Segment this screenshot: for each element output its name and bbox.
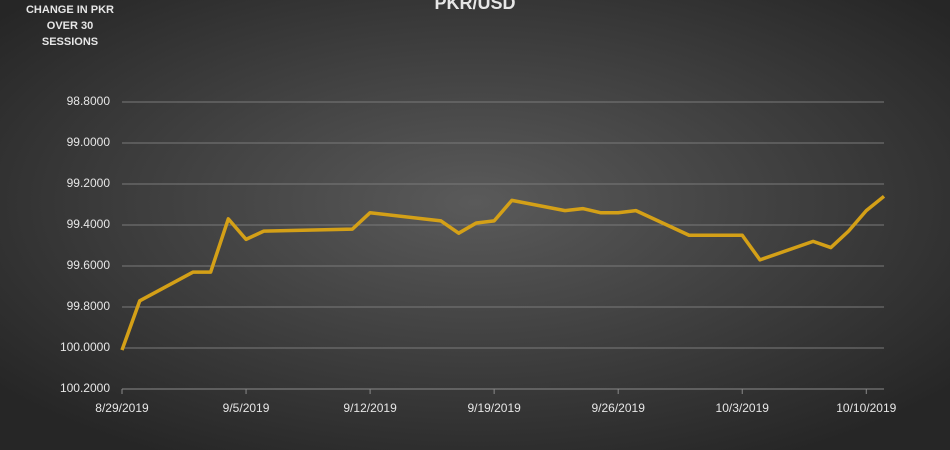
y-tick-label: 100.2000 <box>60 381 110 395</box>
y-tick-label: 99.0000 <box>67 135 111 149</box>
x-tick-label: 9/12/2019 <box>343 401 397 415</box>
y-tick-label: 100.0000 <box>60 340 110 354</box>
chart-title: PKR/USD <box>434 0 515 13</box>
y-tick-label: 99.4000 <box>67 217 111 231</box>
y-tick-label: 99.6000 <box>67 258 111 272</box>
y-tick-label: 98.8000 <box>67 94 111 108</box>
data-line <box>120 194 886 351</box>
x-tick-label: 9/19/2019 <box>467 401 521 415</box>
x-tick-label: 8/29/2019 <box>95 401 149 415</box>
y-tick-label: 99.2000 <box>67 176 111 190</box>
y-tick-label: 99.8000 <box>67 299 111 313</box>
x-tick-label: 9/26/2019 <box>591 401 645 415</box>
y-axis-label: CHANGE IN PKR OVER 30 SESSIONS <box>25 4 114 48</box>
x-tick-label: 9/5/2019 <box>223 401 270 415</box>
x-tick-label: 10/3/2019 <box>716 401 770 415</box>
x-tick-label: 10/10/2019 <box>836 401 896 415</box>
y-label-box: CHANGE IN PKR OVER 30 SESSIONS <box>25 4 114 48</box>
